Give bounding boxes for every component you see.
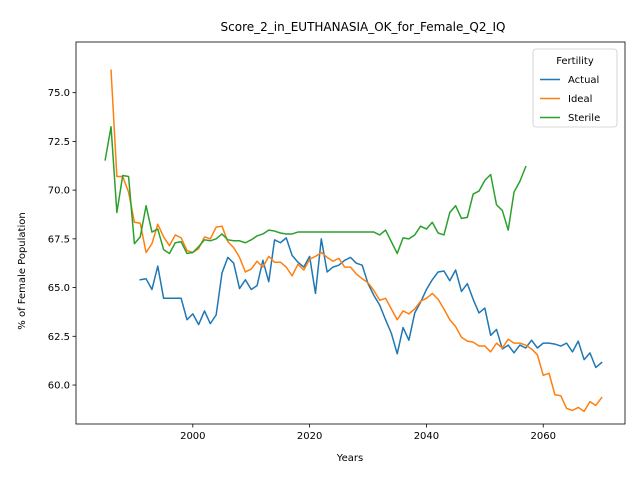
legend-box xyxy=(532,48,618,128)
x-axis-ticks: 2000 2020 2040 2060 xyxy=(180,424,556,442)
x-tick-label: 2060 xyxy=(531,431,556,442)
plot-area xyxy=(75,41,626,425)
y-tick-label: 62.5 xyxy=(48,332,70,343)
plot-frame xyxy=(75,41,626,425)
series-line-sterile xyxy=(104,126,527,255)
y-tick-label: 67.5 xyxy=(48,234,70,245)
chart-title: Score_2_in_EUTHANASIA_OK_for_Female_Q2_I… xyxy=(221,20,506,34)
y-axis-label: % of Female Population xyxy=(17,212,28,329)
y-tick-label: 65.0 xyxy=(48,283,70,294)
y-tick-label: 72.5 xyxy=(48,137,70,148)
y-tick-label: 60.0 xyxy=(48,381,70,392)
y-tick-label: 70.0 xyxy=(48,186,70,197)
x-tick-label: 2000 xyxy=(180,431,205,442)
x-tick-label: 2020 xyxy=(297,431,322,442)
y-axis-ticks: 60.0 62.5 65.0 67.5 70.0 72.5 75.0 xyxy=(48,88,76,392)
legend-label-actual: Actual xyxy=(568,75,599,86)
legend-label-ideal: Ideal xyxy=(568,94,592,105)
x-tick-label: 2040 xyxy=(414,431,439,442)
legend: Fertility Actual Ideal Sterile xyxy=(532,48,618,128)
x-axis-label: Years xyxy=(336,453,363,464)
y-tick-label: 75.0 xyxy=(48,88,70,99)
series-line-actual xyxy=(139,237,603,369)
legend-label-sterile: Sterile xyxy=(568,113,600,124)
legend-title: Fertility xyxy=(556,56,594,67)
